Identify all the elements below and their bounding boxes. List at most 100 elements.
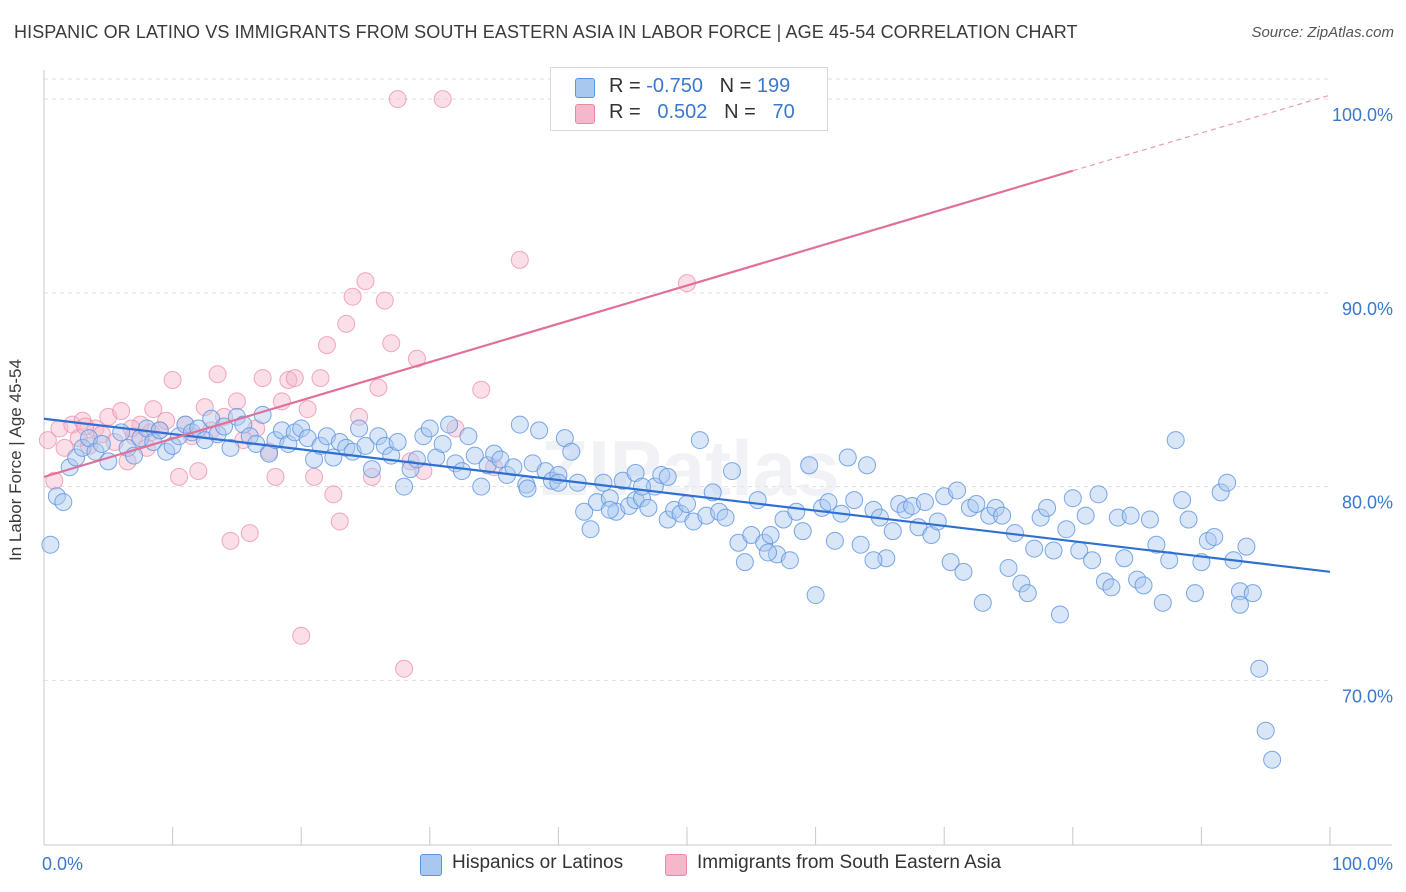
data-point-hispanics <box>1250 659 1269 678</box>
y-tick-label: 70.0% <box>1342 686 1393 706</box>
data-point-hispanics <box>825 531 844 550</box>
data-point-hispanics <box>150 421 169 440</box>
data-point-hispanics <box>600 500 619 519</box>
data-point-hispanics <box>806 586 825 605</box>
data-point-hispanics <box>41 535 60 554</box>
data-point-immigrants <box>292 626 311 645</box>
data-point-hispanics <box>632 477 651 496</box>
trend-line-immigrants-extension <box>1072 94 1331 172</box>
data-point-hispanics <box>1185 584 1204 603</box>
data-point-hispanics <box>67 448 86 467</box>
data-point-immigrants <box>285 369 304 388</box>
data-point-hispanics <box>780 551 799 570</box>
x-tick-labels: 0.0% 100.0% <box>42 854 1393 874</box>
legend-swatch-pink <box>665 854 687 876</box>
data-point-immigrants <box>510 250 529 269</box>
data-point-hispanics <box>1179 510 1198 529</box>
data-point-immigrants <box>253 369 272 388</box>
data-point-immigrants <box>395 659 414 678</box>
data-point-hispanics <box>703 483 722 502</box>
data-point-immigrants <box>317 336 336 355</box>
data-point-hispanics <box>594 473 613 492</box>
data-point-immigrants <box>38 431 57 450</box>
data-point-hispanics <box>1083 551 1102 570</box>
legend-r-label: R = <box>609 101 641 123</box>
data-point-immigrants <box>369 378 388 397</box>
data-point-hispanics <box>472 477 491 496</box>
data-point-hispanics <box>800 456 819 475</box>
data-point-hispanics <box>652 465 671 484</box>
data-point-immigrants <box>266 467 285 486</box>
data-point-hispanics <box>1102 578 1121 597</box>
data-point-hispanics <box>735 553 754 572</box>
data-point-hispanics <box>54 493 73 512</box>
legend-swatch-blue <box>575 78 595 98</box>
data-point-hispanics <box>1134 576 1153 595</box>
data-point-immigrants <box>227 392 246 411</box>
data-point-hispanics <box>356 436 375 455</box>
legend-label-immigrants: Immigrants from South Eastern Asia <box>697 852 1002 873</box>
data-point-immigrants <box>298 400 317 419</box>
data-point-hispanics <box>1256 721 1275 740</box>
data-point-hispanics <box>369 427 388 446</box>
data-point-hispanics <box>420 419 439 438</box>
data-point-hispanics <box>395 477 414 496</box>
chart-source: Source: ZipAtlas.com <box>1251 24 1394 41</box>
data-point-hispanics <box>851 535 870 554</box>
data-point-hispanics <box>234 415 253 434</box>
data-point-hispanics <box>1025 539 1044 558</box>
data-point-hispanics <box>1038 498 1057 517</box>
trend-line-immigrants <box>43 169 1074 478</box>
axes <box>43 70 1392 846</box>
data-point-hispanics <box>883 522 902 541</box>
data-point-hispanics <box>292 419 311 438</box>
data-point-hispanics <box>716 508 735 527</box>
data-point-hispanics <box>954 562 973 581</box>
data-point-hispanics <box>362 460 381 479</box>
legend-n-value: 199 <box>756 75 791 97</box>
data-point-hispanics <box>575 502 594 521</box>
data-point-hispanics <box>1153 593 1172 612</box>
data-point-immigrants <box>163 371 182 389</box>
data-point-immigrants <box>170 467 189 486</box>
data-point-immigrants <box>45 471 64 490</box>
data-point-hispanics <box>690 431 709 450</box>
data-point-hispanics <box>1076 506 1095 525</box>
data-point-hispanics <box>761 526 780 544</box>
data-point-hispanics <box>433 434 452 453</box>
legend-n-label: N = <box>719 75 752 97</box>
data-point-hispanics <box>793 522 812 541</box>
legend-swatch-pink <box>575 104 595 124</box>
data-point-hispanics <box>1166 431 1185 450</box>
data-point-hispanics <box>1205 527 1224 546</box>
data-point-hispanics <box>948 481 967 500</box>
data-point-immigrants <box>55 438 74 457</box>
data-point-hispanics <box>518 479 537 498</box>
data-point-hispanics <box>401 460 420 479</box>
data-point-hispanics <box>864 551 883 570</box>
data-point-hispanics <box>838 448 857 467</box>
trend-lines <box>43 94 1331 573</box>
data-point-hispanics <box>388 433 407 451</box>
data-point-hispanics <box>163 436 182 455</box>
data-point-immigrants <box>388 90 407 109</box>
data-point-immigrants <box>305 467 324 486</box>
y-tick-labels: 70.0% 80.0% 90.0% 100.0% <box>1332 105 1393 706</box>
data-point-hispanics <box>1057 520 1076 539</box>
data-point-hispanics <box>1263 750 1282 769</box>
data-point-hispanics <box>1089 485 1108 504</box>
data-point-hispanics <box>510 415 529 434</box>
data-point-immigrants <box>356 272 375 291</box>
data-point-immigrants <box>144 400 163 419</box>
data-point-immigrants <box>208 365 227 384</box>
data-point-hispanics <box>1050 605 1069 624</box>
data-point-hispanics <box>1031 508 1050 527</box>
data-point-immigrants <box>472 380 491 399</box>
data-point-immigrants <box>324 485 343 504</box>
data-point-immigrants <box>337 314 356 333</box>
data-point-hispanics <box>1044 541 1063 560</box>
data-point-immigrants <box>189 462 208 481</box>
data-point-hispanics <box>1140 510 1159 529</box>
data-point-hispanics <box>452 462 471 481</box>
